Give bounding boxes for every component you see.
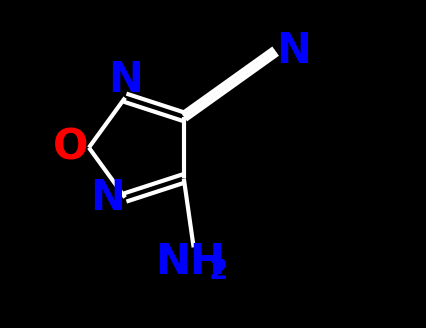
Text: O: O — [53, 127, 88, 169]
Text: N: N — [89, 176, 124, 218]
Text: N: N — [107, 59, 142, 101]
Text: NH: NH — [155, 241, 225, 283]
Text: 2: 2 — [208, 257, 227, 285]
Text: N: N — [276, 30, 311, 72]
